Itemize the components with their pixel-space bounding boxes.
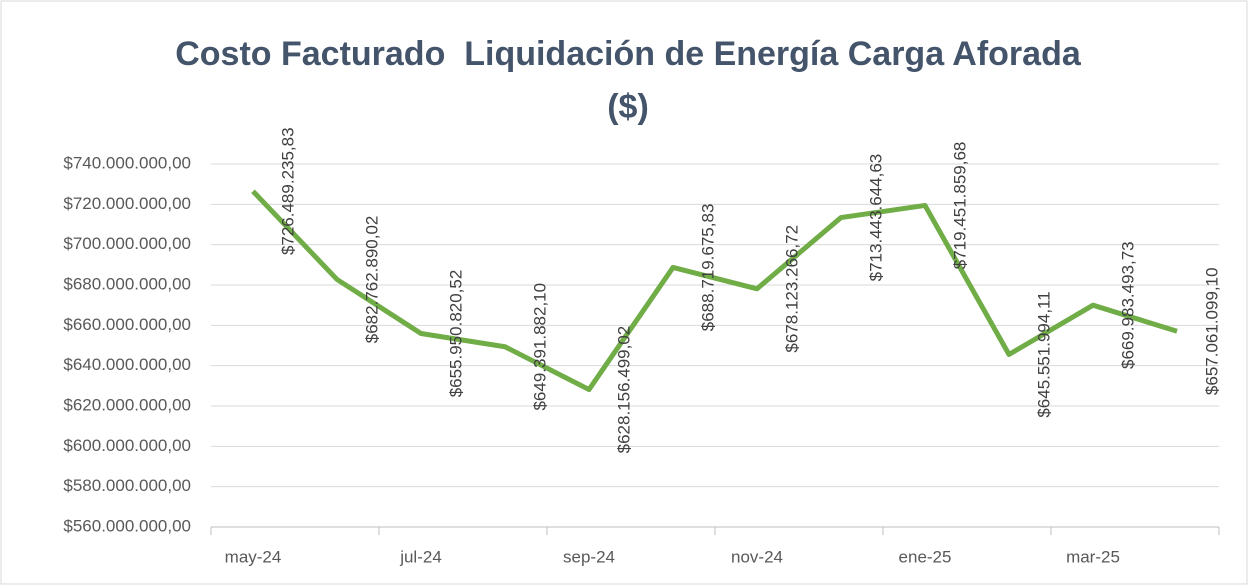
y-tick-label: $740.000.000,00: [63, 153, 191, 172]
data-label: $678.123.266,72: [782, 225, 801, 353]
data-label: $726.489.235,83: [278, 127, 297, 255]
y-tick-label: $700.000.000,00: [63, 234, 191, 253]
y-tick-label: $620.000.000,00: [63, 395, 191, 414]
data-label: $713.443.644,63: [866, 154, 885, 282]
x-tick-label: may-24: [225, 547, 282, 566]
x-tick-label: ene-25: [899, 547, 952, 566]
x-tick-label: jul-24: [399, 547, 442, 566]
data-label: $682.762.890,02: [362, 216, 381, 344]
y-tick-label: $580.000.000,00: [63, 476, 191, 495]
data-label: $645.551.994,11: [1034, 291, 1053, 417]
y-tick-label: $640.000.000,00: [63, 355, 191, 374]
data-label: $657.061.099,10: [1202, 267, 1221, 395]
x-tick-label: mar-25: [1066, 547, 1120, 566]
chart-title: ($): [607, 88, 649, 126]
y-tick-label: $600.000.000,00: [63, 436, 191, 455]
data-label: $669.983.493,73: [1118, 241, 1137, 369]
x-tick-label: sep-24: [563, 547, 615, 566]
y-tick-label: $680.000.000,00: [63, 274, 191, 293]
line: [251, 189, 1178, 393]
data-label: $649.391.882,10: [530, 283, 549, 411]
data-label: $719.451.859,68: [950, 142, 969, 270]
data-label: $688.719.675,83: [698, 204, 717, 332]
chart-title: Costo Facturado Liquidación de Energía C…: [175, 35, 1082, 73]
data-label: $655.950.820,52: [446, 270, 465, 398]
x-tick-label: nov-24: [731, 547, 783, 566]
y-tick-label: $720.000.000,00: [63, 194, 191, 213]
data-label: $628.156.499,02: [614, 326, 633, 454]
y-tick-label: $660.000.000,00: [63, 315, 191, 334]
y-tick-label: $560.000.000,00: [63, 516, 191, 535]
